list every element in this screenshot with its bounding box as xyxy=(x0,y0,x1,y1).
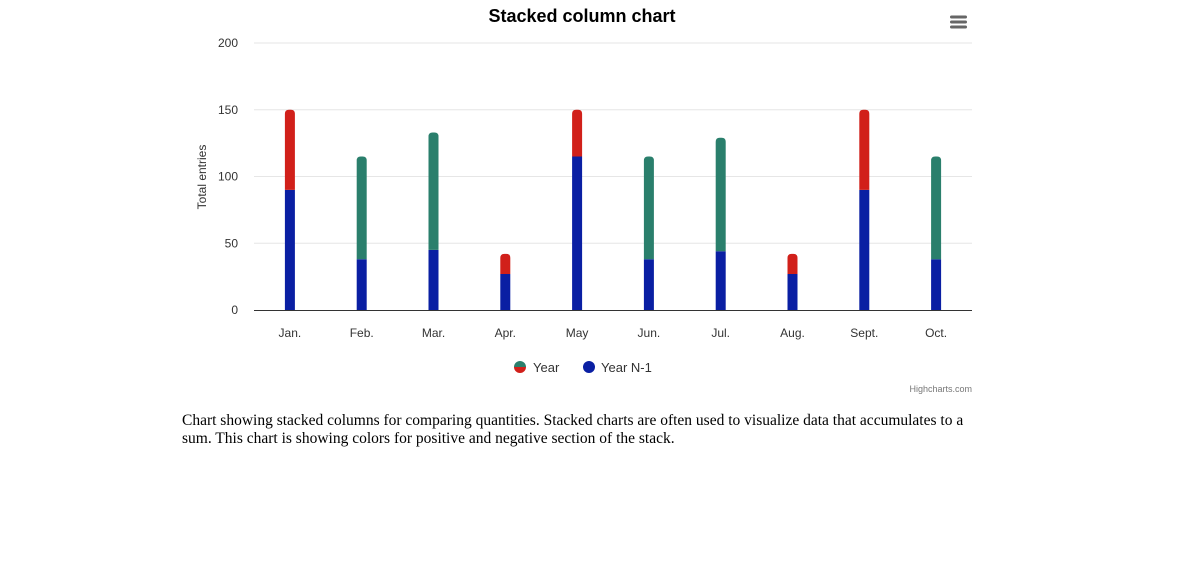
x-tick-label: May xyxy=(566,326,589,340)
bar-year[interactable] xyxy=(931,156,942,260)
x-tick-label: Sept. xyxy=(850,326,878,340)
gridlines xyxy=(254,42,972,244)
legend-symbol-year-bottom xyxy=(514,367,526,373)
bar-year-n-1[interactable] xyxy=(787,273,798,310)
y-tick-label: 100 xyxy=(218,170,238,184)
bar-year[interactable] xyxy=(284,109,295,190)
x-tick-label: Jul. xyxy=(711,326,730,340)
x-tick-label: Apr. xyxy=(495,326,516,340)
y-axis-title: Total entries xyxy=(195,145,209,210)
legend-symbol-year xyxy=(514,361,526,373)
bar-year-n-1[interactable] xyxy=(284,189,295,310)
bar-year[interactable] xyxy=(787,253,798,274)
legend-item-year[interactable]: Year xyxy=(514,360,560,375)
x-tick-label: Feb. xyxy=(350,326,374,340)
hamburger-menu-icon xyxy=(950,15,967,29)
chart-menu-button[interactable] xyxy=(946,11,970,33)
legend-label-year: Year xyxy=(533,360,560,375)
bar-year-n-1[interactable] xyxy=(931,259,942,310)
bar-year-n-1[interactable] xyxy=(643,259,654,310)
bar-year[interactable] xyxy=(428,132,439,250)
legend: Year Year N-1 xyxy=(514,360,652,375)
chart-title: Stacked column chart xyxy=(488,6,675,26)
chart-description: Chart showing stacked columns for compar… xyxy=(182,412,964,447)
stacked-column-chart: Stacked column chart Total entries 0 50 10… xyxy=(195,6,972,394)
chart-container: Stacked column chart Total entries 0 50 10… xyxy=(182,0,982,400)
legend-symbol-year-n-1 xyxy=(583,361,595,373)
bar-series xyxy=(284,109,942,310)
bar-year[interactable] xyxy=(356,156,367,260)
legend-item-year-n-1[interactable]: Year N-1 xyxy=(583,360,652,375)
bar-year-n-1[interactable] xyxy=(356,259,367,310)
x-tick-label: Oct. xyxy=(925,326,947,340)
bar-year[interactable] xyxy=(859,109,870,190)
bar-year-n-1[interactable] xyxy=(859,189,870,310)
bar-year-n-1[interactable] xyxy=(428,249,439,310)
x-tick-label: Jun. xyxy=(638,326,661,340)
bar-year[interactable] xyxy=(572,109,583,157)
y-axis-ticks: 0 50 100 150 200 xyxy=(218,36,238,317)
bar-year-n-1[interactable] xyxy=(715,251,726,310)
x-tick-label: Jan. xyxy=(279,326,302,340)
y-tick-label: 200 xyxy=(218,36,238,50)
x-tick-label: Mar. xyxy=(422,326,445,340)
bar-year[interactable] xyxy=(643,156,654,260)
bar-year-n-1[interactable] xyxy=(572,156,583,310)
bar-year[interactable] xyxy=(500,253,511,274)
bar-year[interactable] xyxy=(715,137,726,252)
y-tick-label: 50 xyxy=(225,236,239,250)
legend-label-year-n-1: Year N-1 xyxy=(601,360,652,375)
y-tick-label: 0 xyxy=(231,303,238,317)
bar-year-n-1[interactable] xyxy=(500,273,511,310)
y-tick-label: 150 xyxy=(218,103,238,117)
x-tick-label: Aug. xyxy=(780,326,805,340)
legend-symbol-year-top xyxy=(514,361,526,367)
credits-link[interactable]: Highcharts.com xyxy=(909,384,972,394)
x-axis-ticks: Jan. Feb. Mar. Apr. May Jun. Jul. Aug. Sept. Oct. xyxy=(279,326,948,340)
